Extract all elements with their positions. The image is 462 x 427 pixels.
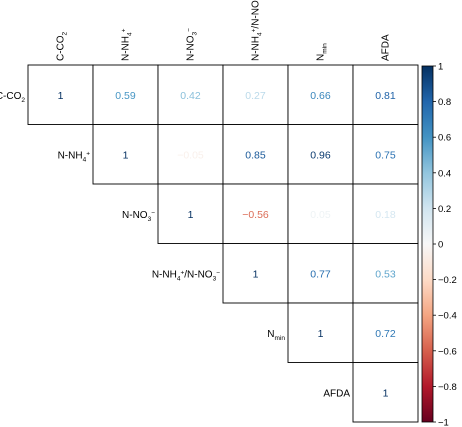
colorbar-tick-label: −0.8 — [438, 382, 457, 393]
heatmap-cell — [287, 124, 354, 185]
cell-value: 0.18 — [375, 209, 396, 221]
row-label: N-NH4+/N-NO3− — [152, 269, 220, 282]
heatmap-cell — [352, 302, 419, 363]
heatmap-grid: 1 0.59 0.42 0.27 0.66 0.81 1 −0.05 0.85 0.96 0.75 1… — [27, 64, 419, 423]
row-label: C-CO2 — [0, 91, 25, 104]
cell-value: −0.05 — [177, 149, 204, 161]
cell-value: 0.77 — [310, 268, 331, 280]
heatmap-cell — [157, 64, 224, 125]
cell-value: 1 — [188, 209, 194, 221]
cell-value: 1 — [253, 268, 259, 280]
heatmap-cell — [287, 183, 354, 244]
heatmap-cell — [157, 183, 224, 244]
heatmap-cell — [222, 64, 289, 125]
cell-value: 0.27 — [245, 90, 266, 102]
heatmap-cell — [27, 64, 94, 125]
cell-value: 0.85 — [245, 149, 266, 161]
cell-value: 0.53 — [375, 268, 396, 280]
column-label: N-NO3− — [186, 28, 199, 61]
column-label: AFDA — [381, 34, 392, 61]
colorbar-tick-label: −1 — [438, 418, 449, 427]
column-label: N-NH4+/N-NO3− — [251, 0, 264, 61]
cell-value: −0.56 — [242, 209, 269, 221]
heatmap-cell — [222, 243, 289, 304]
colorbar-tick-label: 1 — [438, 62, 443, 73]
colorbar-tick-label: 0.8 — [438, 97, 451, 108]
cell-value: 0.42 — [180, 90, 201, 102]
heatmap-cell — [352, 243, 419, 304]
column-label: C-CO2 — [56, 31, 69, 61]
cell-value: 1 — [383, 387, 389, 399]
column-labels: C-CO2 N-NH4+ N-NO3− N-NH4+/N-NO3− Nmin AFDA — [56, 0, 392, 61]
cell-value: 0.72 — [375, 328, 396, 340]
heatmap-cell — [287, 302, 354, 363]
row-label: N-NO3− — [122, 210, 155, 223]
column-label: N-NH4+ — [121, 28, 134, 61]
colorbar-tick-label: 0.2 — [438, 204, 451, 215]
colorbar-tick-label: 0 — [438, 240, 443, 251]
heatmap-cell — [92, 124, 159, 185]
column-label: Nmin — [316, 43, 329, 61]
cell-value: 0.66 — [310, 90, 331, 102]
cell-value: 1 — [318, 328, 324, 340]
row-labels: C-CO2 N-NH4+ N-NO3− N-NH4+/N-NO3− Nmin AFDA — [0, 91, 350, 400]
row-label: Nmin — [267, 329, 285, 342]
colorbar-tick-label: 0.6 — [438, 133, 451, 144]
cell-value: 0.05 — [310, 209, 331, 221]
heatmap-cell — [352, 124, 419, 185]
cell-value: 0.81 — [375, 90, 396, 102]
heatmap-cell — [92, 64, 159, 125]
heatmap-cell — [157, 124, 224, 185]
colorbar-tick-label: −0.4 — [438, 311, 457, 322]
heatmap-cell — [352, 64, 419, 125]
cell-value: 0.96 — [310, 149, 331, 161]
row-label: N-NH4+ — [58, 150, 91, 163]
cell-value: 1 — [123, 149, 129, 161]
cell-value: 0.75 — [375, 149, 396, 161]
heatmap-cell — [287, 243, 354, 304]
colorbar-gradient — [421, 65, 434, 423]
heatmap-cell — [352, 362, 419, 423]
colorbar-tick-label: 0.4 — [438, 168, 451, 179]
heatmap-cell — [352, 183, 419, 244]
colorbar: 1 0.8 0.6 0.4 0.2 0 −0.2 −0.4 −0.6 −0.8 −1 — [421, 62, 457, 427]
cell-value: 0.59 — [115, 90, 136, 102]
colorbar-tick-label: −0.6 — [438, 346, 457, 357]
row-label: AFDA — [323, 388, 350, 399]
cell-value: 1 — [58, 90, 64, 102]
colorbar-tick-label: −0.2 — [438, 275, 457, 286]
